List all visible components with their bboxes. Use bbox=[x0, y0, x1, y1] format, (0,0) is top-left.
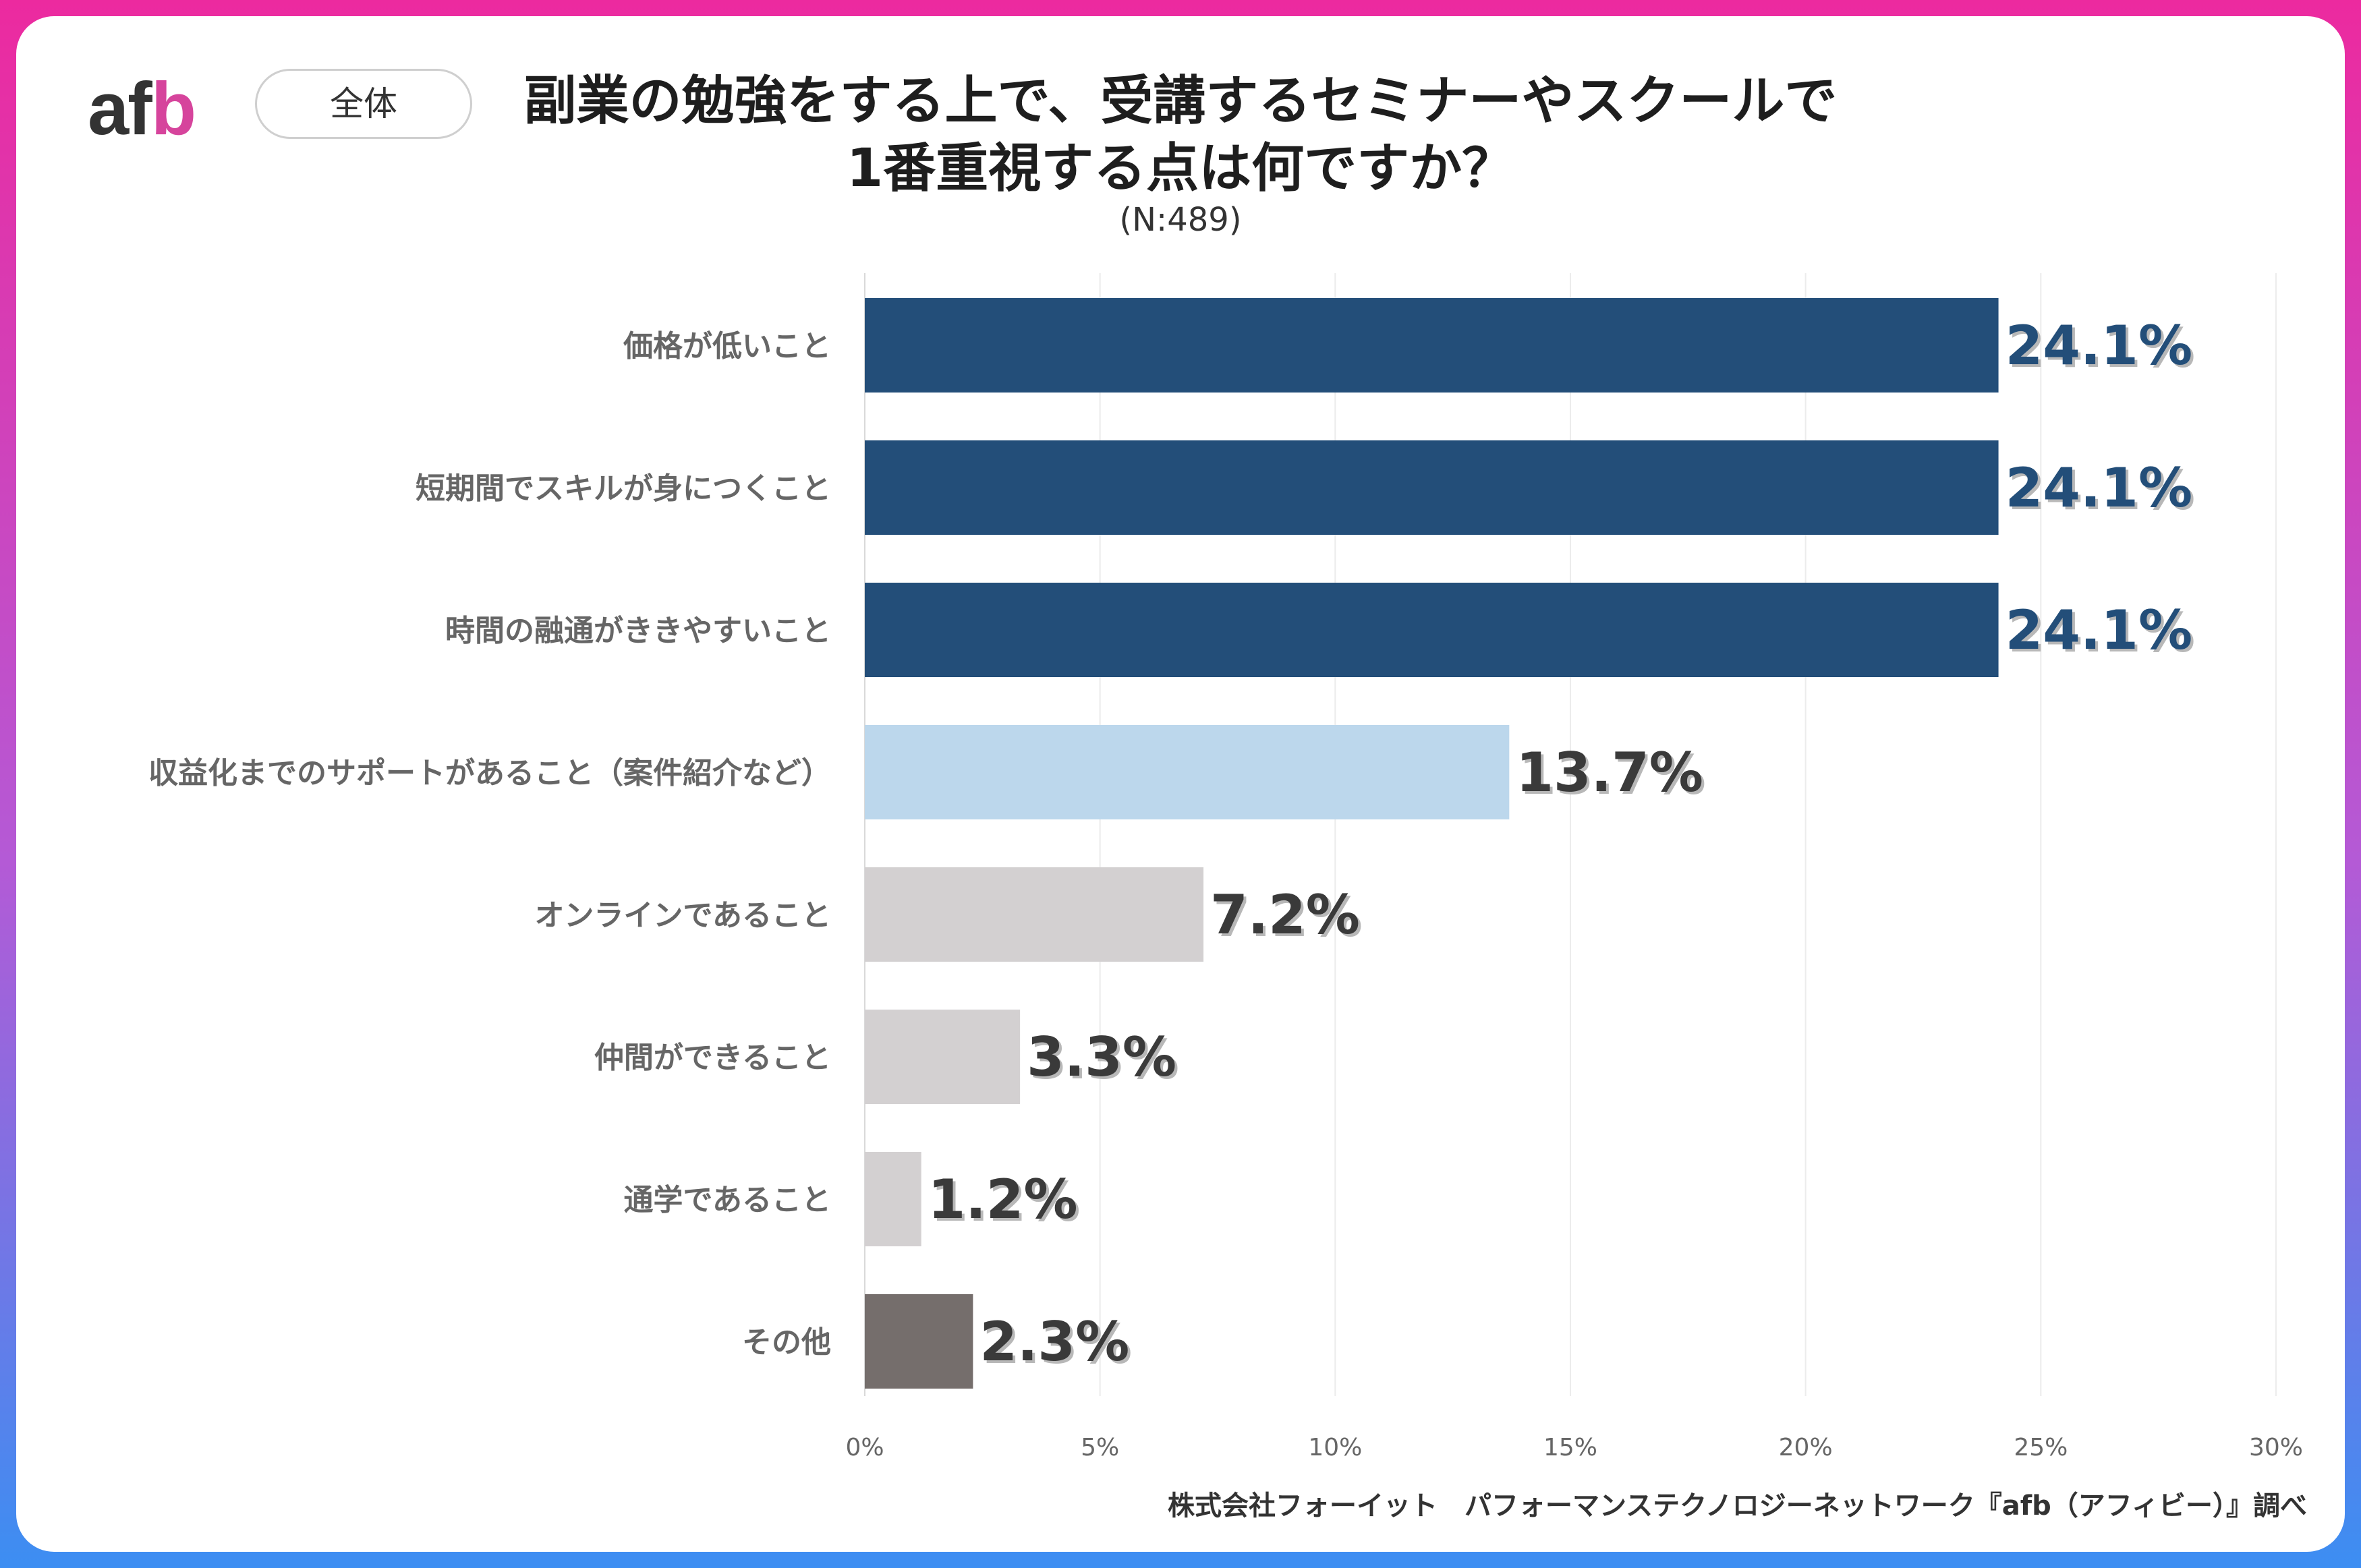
segment-pill: 全体 bbox=[255, 69, 472, 139]
value-label-shadow: 24.1% bbox=[2008, 602, 2196, 664]
value-label: 24.1% bbox=[2006, 457, 2193, 519]
x-tick-label: 25% bbox=[2014, 1434, 2068, 1461]
source-note: 株式会社フォーイット パフォーマンステクノロジーネットワーク『afb（アフィビー… bbox=[1167, 1490, 2307, 1521]
value-label-shadow: 2.3% bbox=[982, 1313, 1132, 1376]
value-label: 3.3% bbox=[1027, 1026, 1176, 1088]
value-label-shadow: 7.2% bbox=[1213, 886, 1363, 949]
value-label-shadow: 1.2% bbox=[931, 1171, 1081, 1233]
category-label: 価格が低いこと bbox=[623, 329, 831, 364]
x-tick-label: 5% bbox=[1081, 1434, 1119, 1461]
chart-title: 副業の勉強をする上で、受講するセミナーやスクールで 1番重視する点は何ですか？ bbox=[472, 67, 1889, 202]
category-label: その他 bbox=[742, 1325, 831, 1360]
afb-logo: afb bbox=[88, 67, 196, 150]
bar bbox=[865, 725, 1510, 819]
value-label: 2.3% bbox=[979, 1310, 1129, 1373]
category-label: 短期間でスキルが身につくこと bbox=[416, 471, 831, 506]
value-label: 1.2% bbox=[928, 1168, 1078, 1231]
bar bbox=[865, 298, 1999, 393]
category-label: オンラインであること bbox=[534, 898, 831, 933]
value-label-shadow: 3.3% bbox=[1029, 1028, 1179, 1091]
bar bbox=[865, 1294, 973, 1389]
title-line-2: 1番重視する点は何ですか？ bbox=[846, 138, 1515, 199]
bar bbox=[865, 1152, 921, 1246]
category-label: 収益化までのサポートがあること（案件紹介など） bbox=[148, 756, 831, 790]
sample-size: (N:489) bbox=[1119, 201, 1242, 239]
category-label: 通学であること bbox=[623, 1183, 831, 1217]
bar bbox=[865, 583, 1999, 677]
value-label: 24.1% bbox=[2006, 599, 2193, 662]
bar bbox=[865, 440, 1999, 535]
value-label-shadow: 13.7% bbox=[1518, 744, 1706, 807]
value-label: 13.7% bbox=[1516, 741, 1703, 804]
category-label: 仲間ができること bbox=[594, 1041, 831, 1075]
x-tick-label: 30% bbox=[2249, 1434, 2303, 1461]
x-tick-label: 20% bbox=[1779, 1434, 1833, 1461]
value-label-shadow: 24.1% bbox=[2008, 459, 2196, 522]
value-label: 7.2% bbox=[1210, 883, 1360, 946]
value-label-shadow: 24.1% bbox=[2008, 317, 2196, 380]
value-label: 24.1% bbox=[2006, 314, 2193, 377]
x-tick-label: 15% bbox=[1543, 1434, 1597, 1461]
bar bbox=[865, 867, 1204, 962]
x-tick-label: 10% bbox=[1308, 1434, 1362, 1461]
title-line-1: 副業の勉強をする上で、受講するセミナーやスクールで bbox=[523, 71, 1838, 132]
bar bbox=[865, 1010, 1021, 1104]
x-tick-label: 0% bbox=[845, 1434, 884, 1461]
category-label: 時間の融通がききやすいこと bbox=[445, 614, 831, 648]
